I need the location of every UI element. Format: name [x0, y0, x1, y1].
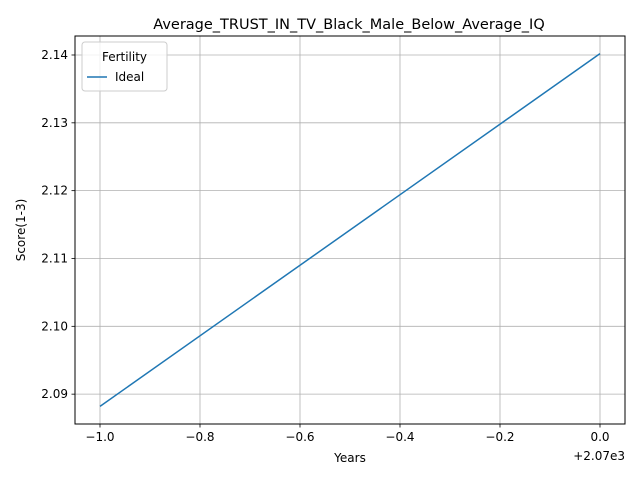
y-tick-label: 2.10 — [41, 319, 68, 333]
plot-area-frame — [74, 35, 626, 425]
y-tick-label: 2.12 — [41, 184, 68, 198]
y-axis-label: Score(1-3) — [14, 199, 28, 262]
y-axis-ticks: 2.09 2.10 2.11 2.12 2.13 2.14 — [41, 48, 75, 401]
legend-box — [81, 41, 168, 92]
y-tick-label: 2.11 — [41, 251, 68, 265]
x-tick-label: 0.0 — [590, 430, 609, 444]
y-tick-label: 2.09 — [41, 387, 68, 401]
x-axis-offset-label: +2.07e3 — [573, 449, 625, 463]
y-tick-label: 2.14 — [41, 48, 68, 62]
x-tick-label: −0.8 — [185, 430, 214, 444]
x-tick-label: −1.0 — [85, 430, 114, 444]
x-axis-label: Years — [333, 451, 366, 465]
legend: Fertility Ideal — [81, 41, 168, 92]
legend-title: Fertility — [102, 50, 147, 64]
series-layer — [99, 53, 601, 407]
x-axis-ticks: −1.0 −0.8 −0.6 −0.4 −0.2 0.0 — [85, 424, 610, 444]
x-tick-label: −0.2 — [485, 430, 514, 444]
x-tick-label: −0.6 — [285, 430, 314, 444]
y-tick-label: 2.13 — [41, 116, 68, 130]
series-line-ideal — [99, 53, 601, 407]
chart-title: Average_TRUST_IN_TV_Black_Male_Below_Ave… — [153, 17, 545, 33]
x-tick-label: −0.4 — [385, 430, 414, 444]
legend-entry-label: Ideal — [115, 70, 144, 84]
